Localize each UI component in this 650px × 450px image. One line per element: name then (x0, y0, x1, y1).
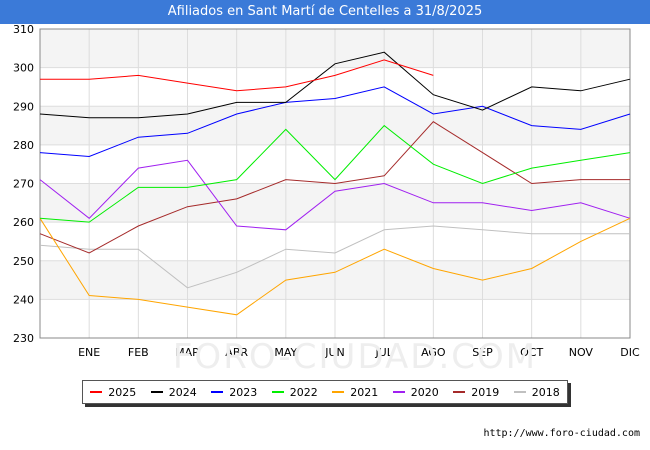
legend-item-2025: 2025 (90, 386, 136, 399)
series-line-2025 (40, 59, 434, 92)
legend-label: 2025 (108, 385, 137, 399)
legend-label: 2020 (410, 385, 439, 399)
x-tick-label: JUN (324, 346, 345, 359)
legend-label: 2024 (168, 385, 197, 399)
y-tick-label: 310 (13, 23, 34, 36)
watermark: FORO-CIUDAD.COM (173, 337, 537, 377)
x-tick-label: DIC (620, 346, 640, 359)
series-line-2024 (39, 51, 631, 119)
y-tick-label: 260 (13, 216, 34, 229)
legend-swatch (211, 391, 224, 393)
legend-swatch (271, 391, 284, 393)
series-line-2021 (39, 217, 631, 316)
x-tick-label: ABR (225, 346, 248, 359)
legend-swatch (392, 391, 405, 393)
x-tick-label: OCT (520, 346, 543, 359)
series-line-2022 (39, 124, 631, 223)
legend-label: 2021 (350, 385, 379, 399)
source-link[interactable]: http://www.foro-ciudad.com (483, 428, 640, 439)
legend-label: 2019 (471, 385, 500, 399)
chart-legend: 2025 2024 2023 2022 2021 2020 2019 2018 (82, 380, 568, 404)
legend-label: 2022 (289, 385, 318, 399)
x-tick-label: AGO (421, 346, 446, 359)
series-line-2019 (39, 121, 630, 254)
legend-item-2023: 2023 (211, 386, 257, 399)
legend-label: 2023 (229, 385, 258, 399)
legend-swatch (332, 391, 345, 393)
x-tick-label: SEP (472, 346, 493, 359)
legend-swatch (453, 391, 466, 393)
legend-item-2018: 2018 (513, 385, 560, 399)
y-tick-label: 250 (13, 255, 34, 268)
legend-swatch (513, 391, 526, 393)
legend-item-2020: 2020 (392, 385, 439, 399)
series-line-2018 (39, 225, 630, 289)
x-tick-label: MAY (274, 346, 297, 359)
x-tick-label: JUL (374, 346, 393, 359)
series-line-2023 (39, 86, 631, 158)
y-tick-label: 230 (13, 332, 34, 345)
x-tick-label: NOV (569, 346, 594, 359)
legend-swatch (150, 391, 163, 393)
y-tick-label: 290 (13, 100, 34, 113)
plot-frame (39, 28, 631, 339)
legend-label: 2018 (531, 385, 560, 399)
legend-item-2019: 2019 (453, 386, 499, 399)
legend-swatch (90, 391, 103, 393)
y-tick-label: 240 (13, 293, 34, 306)
legend-item-2022: 2022 (271, 385, 318, 399)
y-tick-label: 300 (13, 62, 34, 75)
x-tick-label: ENE (78, 346, 100, 359)
series-line-2020 (39, 159, 631, 231)
legend-item-2021: 2021 (332, 386, 378, 399)
x-tick-label: FEB (128, 346, 149, 359)
y-tick-label: 280 (13, 139, 34, 152)
legend-item-2024: 2024 (150, 385, 197, 399)
y-tick-label: 270 (13, 178, 34, 191)
chart-title: Afiliados en Sant Martí de Centelles a 3… (0, 0, 650, 24)
x-tick-label: MAR (175, 346, 200, 359)
